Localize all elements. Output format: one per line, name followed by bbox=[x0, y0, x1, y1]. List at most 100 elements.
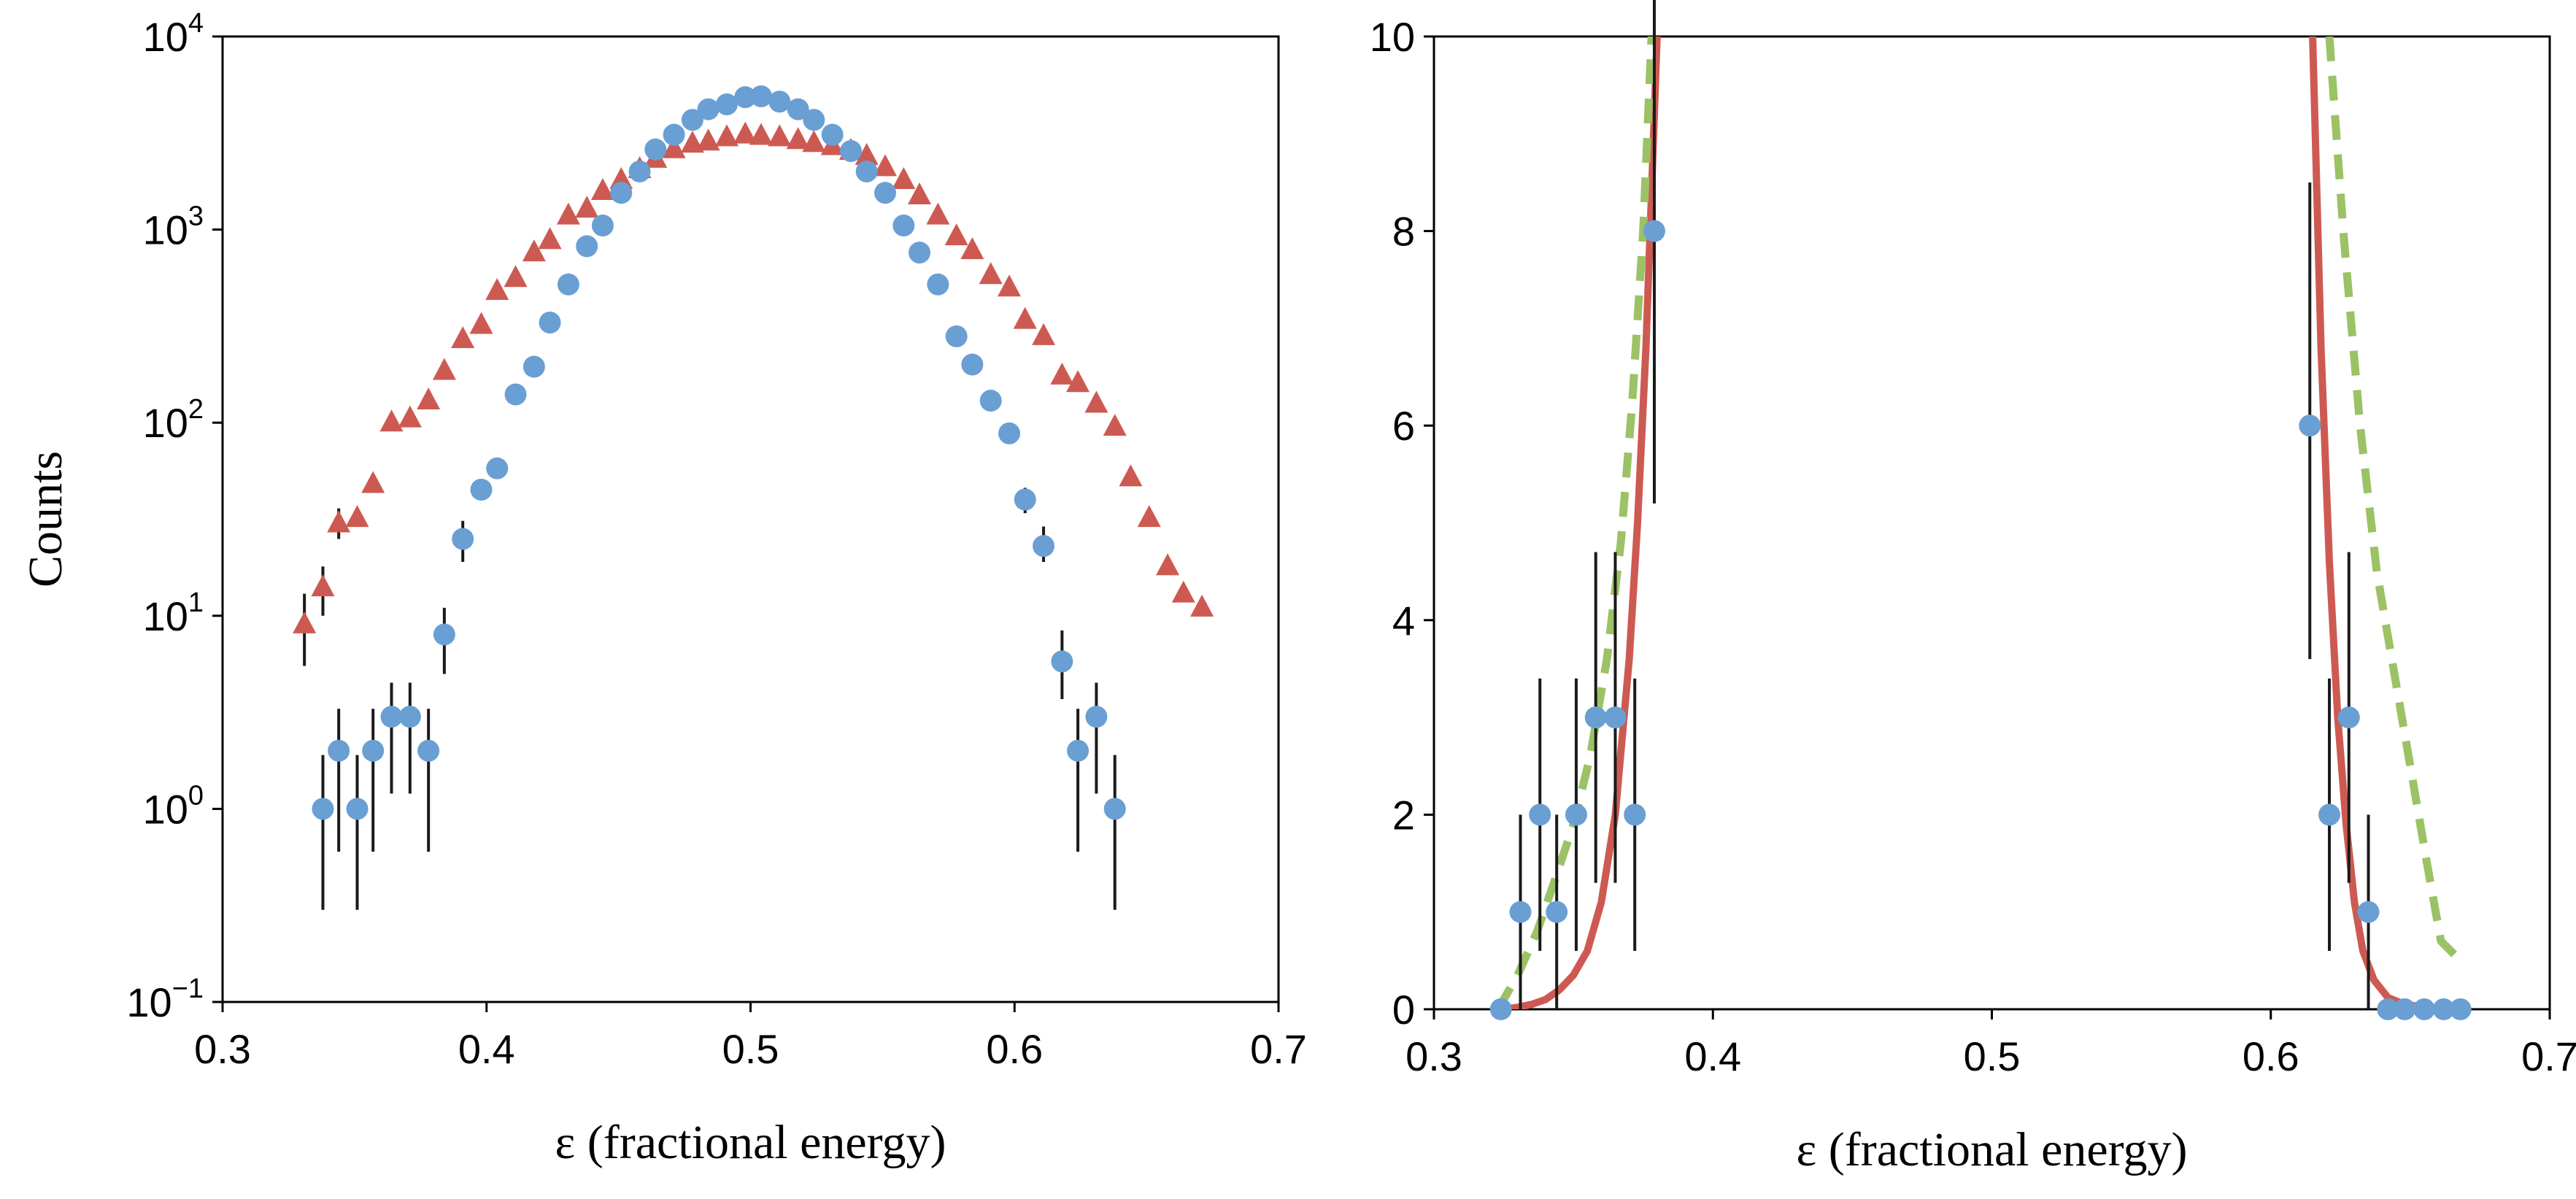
left-blue-data-point bbox=[1033, 535, 1055, 558]
left-blue-data-point bbox=[346, 798, 369, 820]
left-red-triangle-point bbox=[1013, 307, 1037, 329]
left-blue-data-point bbox=[787, 98, 809, 120]
right-blue-data-point bbox=[1509, 901, 1532, 923]
left-red-triangle-point bbox=[361, 471, 385, 493]
left-x-tick-label: 0.7 bbox=[1250, 1026, 1307, 1072]
right-blue-data-point bbox=[1624, 803, 1646, 826]
left-blue-data-point bbox=[644, 138, 667, 161]
right-x-tick-label: 0.7 bbox=[2521, 1033, 2576, 1079]
left-red-triangle-point bbox=[733, 121, 757, 144]
left-blue-data-point bbox=[663, 123, 685, 146]
left-blue-data-point bbox=[539, 312, 561, 334]
left-blue-data-point bbox=[1103, 798, 1126, 820]
left-y-tick-label: 101 bbox=[143, 587, 204, 639]
left-x-tick-label: 0.6 bbox=[986, 1026, 1043, 1072]
left-red-triangle-point bbox=[575, 196, 599, 218]
left-blue-data-point bbox=[734, 86, 757, 109]
right-y-tick-label: 4 bbox=[1392, 598, 1415, 644]
left-red-triangle-point bbox=[1190, 594, 1214, 617]
left-red-triangle-point bbox=[311, 574, 335, 597]
right-blue-data-point bbox=[2432, 998, 2455, 1020]
right-x-tick-label: 0.4 bbox=[1684, 1033, 1741, 1079]
right-blue-data-point bbox=[2299, 415, 2321, 437]
right-blue-data-point bbox=[2413, 998, 2435, 1020]
left-blue-data-point bbox=[909, 242, 931, 264]
right-blue-data-point bbox=[1584, 706, 1607, 729]
left-red-triangle-point bbox=[556, 202, 580, 225]
left-red-triangle-point bbox=[451, 326, 475, 349]
left-red-triangle-point bbox=[749, 123, 773, 145]
left-blue-data-point bbox=[697, 98, 720, 120]
left-blue-data-point bbox=[821, 123, 844, 146]
left-blue-data-point bbox=[1014, 488, 1036, 511]
left-blue-data-point bbox=[961, 353, 984, 376]
left-blue-data-point bbox=[892, 214, 915, 236]
left-y-axis-label: Counts bbox=[19, 451, 72, 587]
left-blue-data-point bbox=[557, 273, 579, 296]
left-y-tick-label: 100 bbox=[143, 780, 204, 832]
right-blue-data-point bbox=[2377, 998, 2399, 1020]
left-plot-frame bbox=[221, 35, 1280, 1003]
left-y-tick-label: 10−1 bbox=[126, 974, 204, 1025]
left-x-tick-label: 0.4 bbox=[458, 1026, 515, 1072]
left-blue-data-point bbox=[998, 422, 1021, 444]
left-x-tick-label: 0.5 bbox=[722, 1026, 779, 1072]
right-y-tick-label: 2 bbox=[1392, 792, 1415, 838]
left-red-triangle-point bbox=[398, 405, 422, 428]
right-blue-data-point bbox=[2337, 706, 2360, 729]
left-blue-data-point bbox=[486, 457, 509, 479]
left-red-triangle-point bbox=[926, 202, 950, 225]
left-blue-data-point bbox=[628, 160, 651, 182]
left-red-triangle-point bbox=[714, 124, 739, 147]
left-red-triangle-point bbox=[293, 611, 317, 633]
left-red-triangle-point bbox=[1156, 553, 1180, 576]
right-blue-data-point bbox=[1489, 998, 1512, 1020]
right-y-tick-label: 0 bbox=[1392, 987, 1415, 1033]
left-blue-data-point bbox=[1085, 706, 1108, 728]
right-solid-red-curve bbox=[1500, 36, 1661, 1009]
left-red-triangle-point bbox=[432, 358, 456, 380]
left-red-triangle-point bbox=[590, 178, 614, 201]
left-y-tick-label: 102 bbox=[143, 394, 204, 446]
left-panel-log-counts: 0.3 0.4 0.5 0.6 0.7 10−1 100 101 102 103 104 ε (fra… bbox=[19, 8, 1307, 1169]
left-red-triangle-point bbox=[538, 227, 562, 250]
left-red-triangle-point bbox=[485, 277, 509, 300]
left-blue-data-point bbox=[749, 85, 772, 107]
left-blue-data-point bbox=[398, 706, 421, 728]
left-y-tick-label: 104 bbox=[143, 8, 204, 60]
left-y-tick-label: 103 bbox=[143, 201, 204, 253]
left-blue-data-point bbox=[610, 182, 633, 204]
left-red-triangle-point bbox=[417, 388, 441, 410]
right-y-tick-label: 10 bbox=[1370, 14, 1415, 60]
right-blue-data-point bbox=[1643, 220, 1665, 242]
right-blue-data-point bbox=[1529, 803, 1551, 826]
left-blue-data-point bbox=[979, 390, 1002, 412]
right-blue-data-point bbox=[2357, 901, 2380, 923]
left-blue-data-point bbox=[803, 109, 825, 131]
right-y-tick-label: 6 bbox=[1392, 403, 1415, 449]
right-dashed-green-curve bbox=[2325, 36, 2464, 964]
right-y-tick-label: 8 bbox=[1392, 209, 1415, 255]
left-red-triangle-point bbox=[1137, 505, 1161, 528]
left-red-triangle-point bbox=[998, 274, 1022, 297]
right-blue-data-point bbox=[1546, 901, 1568, 923]
left-blue-data-point bbox=[470, 478, 493, 501]
left-x-tick-label: 0.3 bbox=[194, 1026, 251, 1072]
right-blue-data-point bbox=[2449, 998, 2472, 1020]
left-red-triangle-point bbox=[680, 131, 704, 153]
left-red-triangle-point bbox=[979, 262, 1003, 285]
right-x-tick-label: 0.6 bbox=[2243, 1033, 2299, 1079]
left-blue-data-point bbox=[681, 109, 703, 131]
left-red-triangle-point bbox=[662, 136, 686, 158]
right-blue-data-point bbox=[1565, 803, 1587, 826]
left-blue-data-point bbox=[927, 273, 949, 296]
left-blue-data-point bbox=[380, 706, 403, 728]
left-blue-data-point bbox=[312, 798, 334, 820]
left-blue-data-point bbox=[452, 528, 474, 550]
left-red-triangle-point bbox=[1032, 323, 1056, 345]
left-blue-data-point bbox=[433, 623, 455, 646]
left-x-axis-label: ε (fractional energy) bbox=[555, 1116, 946, 1169]
left-red-triangle-point bbox=[1171, 580, 1195, 603]
left-red-triangle-point bbox=[345, 505, 369, 528]
left-red-triangle-point bbox=[1119, 464, 1143, 487]
